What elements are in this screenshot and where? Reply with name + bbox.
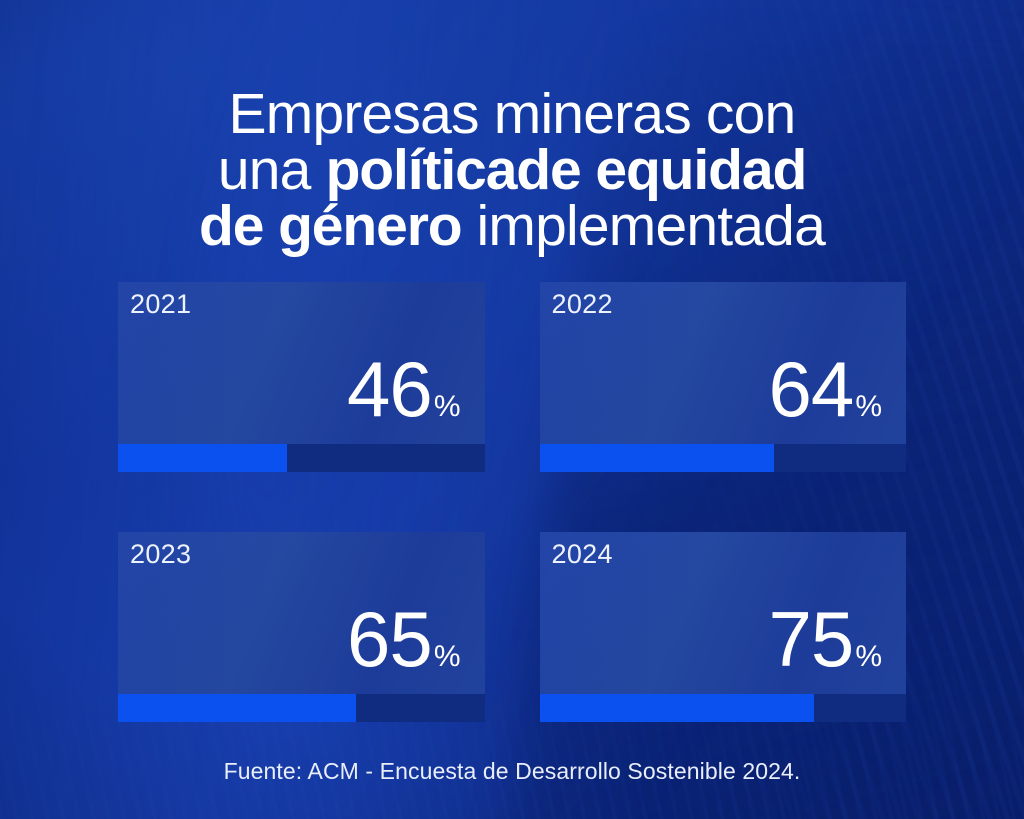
title-line-2-emphasis: políticade equidad xyxy=(325,138,808,203)
stat-card-2023: 2023 65 % xyxy=(118,532,485,722)
page-title: Empresas mineras con una políticade equi… xyxy=(0,86,1024,255)
stat-card-2024: 2024 75 % xyxy=(539,532,906,722)
progress-bar-fill xyxy=(539,444,775,472)
stat-card-year-label: 2024 xyxy=(551,539,613,569)
stat-card-grid: 2021 46 % 2022 64 xyxy=(118,282,906,722)
stat-card-number: 65 xyxy=(347,595,433,683)
percent-symbol: % xyxy=(433,390,461,423)
title-line-3-emphasis: de género xyxy=(199,194,463,259)
stat-card-year-label: 2023 xyxy=(130,539,192,569)
progress-bar-fill xyxy=(539,694,815,722)
title-line-3-suffix: implementada xyxy=(461,194,826,259)
stat-card-body: 2022 64 % xyxy=(539,282,906,444)
stat-card-number: 46 xyxy=(347,345,433,433)
stat-card-year-label: 2021 xyxy=(130,289,192,319)
progress-bar-fill xyxy=(118,694,357,722)
progress-bar-track xyxy=(539,444,906,472)
stat-card-value: 75 % xyxy=(769,600,882,678)
title-line-2-prefix: una xyxy=(217,138,326,203)
stat-card-number: 75 xyxy=(768,595,855,683)
stat-card-2021: 2021 46 % xyxy=(118,282,485,472)
stat-card-row-top: 2021 46 % 2022 64 xyxy=(118,282,906,472)
stat-card-body: 2021 46 % xyxy=(118,282,485,444)
stat-card-body: 2024 75 % xyxy=(539,532,906,694)
percent-symbol: % xyxy=(855,390,882,423)
stat-card-number: 64 xyxy=(768,345,855,433)
source-caption: Fuente: ACM - Encuesta de Desarrollo Sos… xyxy=(223,758,801,784)
progress-bar-track xyxy=(118,694,485,722)
stat-card-2022: 2022 64 % xyxy=(539,282,906,472)
title-line-1: Empresas mineras con xyxy=(0,86,1024,143)
progress-bar-track xyxy=(539,694,906,722)
title-line-2: una políticade equidad xyxy=(0,142,1024,199)
stat-card-value: 46 % xyxy=(347,350,460,428)
stat-card-row-bottom: 2023 65 % 2024 75 xyxy=(118,532,906,722)
progress-bar-fill xyxy=(118,444,287,472)
progress-bar-track xyxy=(118,444,485,472)
stat-card-body: 2023 65 % xyxy=(118,532,485,694)
stat-card-value: 64 % xyxy=(769,350,882,428)
percent-symbol: % xyxy=(855,640,882,673)
stat-card-value: 65 % xyxy=(347,600,460,678)
percent-symbol: % xyxy=(433,640,461,673)
title-line-3: de género implementada xyxy=(0,198,1024,255)
title-line-1-text: Empresas mineras con xyxy=(228,82,797,147)
stat-card-year-label: 2022 xyxy=(551,289,613,319)
